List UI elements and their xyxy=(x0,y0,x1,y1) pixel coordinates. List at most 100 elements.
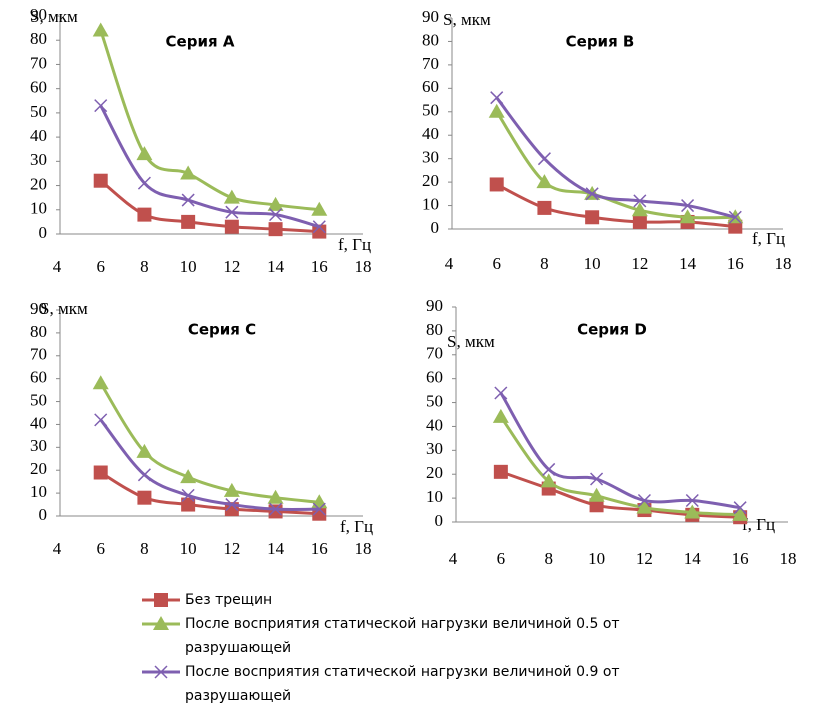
x-tick-label: 10 xyxy=(588,549,605,568)
y-tick-label: 50 xyxy=(422,101,439,120)
y-tick-label: 50 xyxy=(30,390,47,409)
y-tick-label: 70 xyxy=(422,54,439,73)
marker xyxy=(632,214,647,229)
marker xyxy=(93,465,108,480)
x-tick-label: 4 xyxy=(53,257,62,276)
x-tick-label: 14 xyxy=(267,539,285,558)
series-line xyxy=(99,471,320,516)
y-axis-label: S, мкм xyxy=(443,10,491,29)
marker xyxy=(137,490,152,505)
x-tick-label: 18 xyxy=(355,539,372,558)
y-tick-label: 30 xyxy=(30,436,47,455)
marker xyxy=(92,375,109,390)
y-tick-label: 40 xyxy=(426,415,443,434)
y-tick-label: 90 xyxy=(30,299,47,318)
x-tick-label: 18 xyxy=(780,549,797,568)
marker xyxy=(267,196,284,211)
panel: 0 10 20 30 40 50 60 70 80 90 4 6 8 10 12 14 16 18 Серия D S… xyxy=(426,296,797,568)
series-line xyxy=(99,418,320,511)
y-tick-label: 40 xyxy=(422,124,439,143)
marker xyxy=(536,174,553,189)
series-line xyxy=(496,183,736,229)
marker xyxy=(181,488,195,502)
marker xyxy=(637,493,651,508)
y-tick-label: 20 xyxy=(30,459,47,478)
y-tick-label: 40 xyxy=(30,126,47,145)
y-tick-label: 30 xyxy=(426,439,443,458)
y-axis-label: S, мкм xyxy=(447,332,495,351)
legend-label: Без трещин xyxy=(185,592,273,608)
y-tick-label: 0 xyxy=(431,218,440,237)
x-tick-label: 6 xyxy=(492,254,501,273)
x-tick-label: 14 xyxy=(267,257,285,276)
marker xyxy=(154,593,168,607)
panel: 0 10 20 30 40 50 60 70 80 90 4 6 8 10 12 14 16 18 Серия B S… xyxy=(422,7,792,273)
marker xyxy=(181,193,195,207)
legend-swatch xyxy=(142,665,180,679)
x-tick-label: 4 xyxy=(53,539,62,558)
y-tick-label: 20 xyxy=(422,171,439,190)
legend-entry: После восприятия статической нагрузки ве… xyxy=(140,660,660,708)
x-axis-label: f, Гц xyxy=(742,515,775,534)
marker xyxy=(681,199,695,213)
marker xyxy=(312,224,327,239)
y-axis-label: S, мкм xyxy=(30,7,78,26)
marker xyxy=(136,443,153,458)
x-tick-label: 18 xyxy=(355,257,372,276)
y-tick-label: 0 xyxy=(39,505,48,524)
marker xyxy=(136,146,153,161)
panel: 0 10 20 30 40 50 60 70 80 90 4 6 8 10 12 14 16 18 Серия C S… xyxy=(30,299,373,558)
marker xyxy=(225,498,239,512)
marker xyxy=(489,177,504,192)
series-line xyxy=(499,415,741,517)
y-tick-label: 30 xyxy=(422,148,439,167)
x-tick-label: 16 xyxy=(732,549,749,568)
x-tick-label: 12 xyxy=(223,539,240,558)
panel: 0 10 20 30 40 50 60 70 80 90 4 6 8 10 12 14 16 18 Серия A S… xyxy=(30,5,372,276)
y-tick-label: 70 xyxy=(426,344,443,363)
x-tick-label: 10 xyxy=(180,539,197,558)
legend-entry: После восприятия статической нагрузки ве… xyxy=(140,612,660,660)
y-tick-label: 60 xyxy=(422,77,439,96)
marker xyxy=(633,194,647,208)
marker xyxy=(268,222,283,237)
x-tick-label: 6 xyxy=(497,549,506,568)
marker xyxy=(94,99,108,113)
marker xyxy=(490,91,504,105)
y-tick-label: 0 xyxy=(435,511,444,530)
marker xyxy=(180,469,197,484)
marker xyxy=(636,499,653,514)
marker xyxy=(92,22,109,37)
marker xyxy=(137,207,152,222)
y-tick-label: 90 xyxy=(30,5,47,24)
chart-title: Серия A xyxy=(166,33,235,51)
x-tick-label: 12 xyxy=(636,549,653,568)
marker xyxy=(631,202,648,217)
marker xyxy=(180,165,197,180)
marker xyxy=(267,489,284,504)
marker xyxy=(492,408,509,423)
marker xyxy=(137,468,151,482)
marker xyxy=(93,173,108,188)
marker xyxy=(685,493,699,508)
x-tick-label: 16 xyxy=(311,539,328,558)
chart-title: Серия B xyxy=(566,33,635,51)
marker xyxy=(684,504,701,519)
x-tick-label: 6 xyxy=(96,539,105,558)
marker xyxy=(311,201,328,216)
marker xyxy=(585,187,599,201)
y-tick-label: 10 xyxy=(30,199,47,218)
y-tick-label: 80 xyxy=(30,322,47,341)
series-line xyxy=(99,30,320,212)
x-tick-label: 6 xyxy=(96,257,105,276)
y-tick-label: 90 xyxy=(422,7,439,26)
marker xyxy=(269,208,283,222)
y-tick-label: 50 xyxy=(30,102,47,121)
legend-swatch xyxy=(142,593,180,607)
marker xyxy=(588,487,605,502)
marker xyxy=(312,220,326,234)
x-tick-label: 8 xyxy=(544,549,553,568)
x-tick-label: 10 xyxy=(180,257,197,276)
y-tick-label: 70 xyxy=(30,345,47,364)
